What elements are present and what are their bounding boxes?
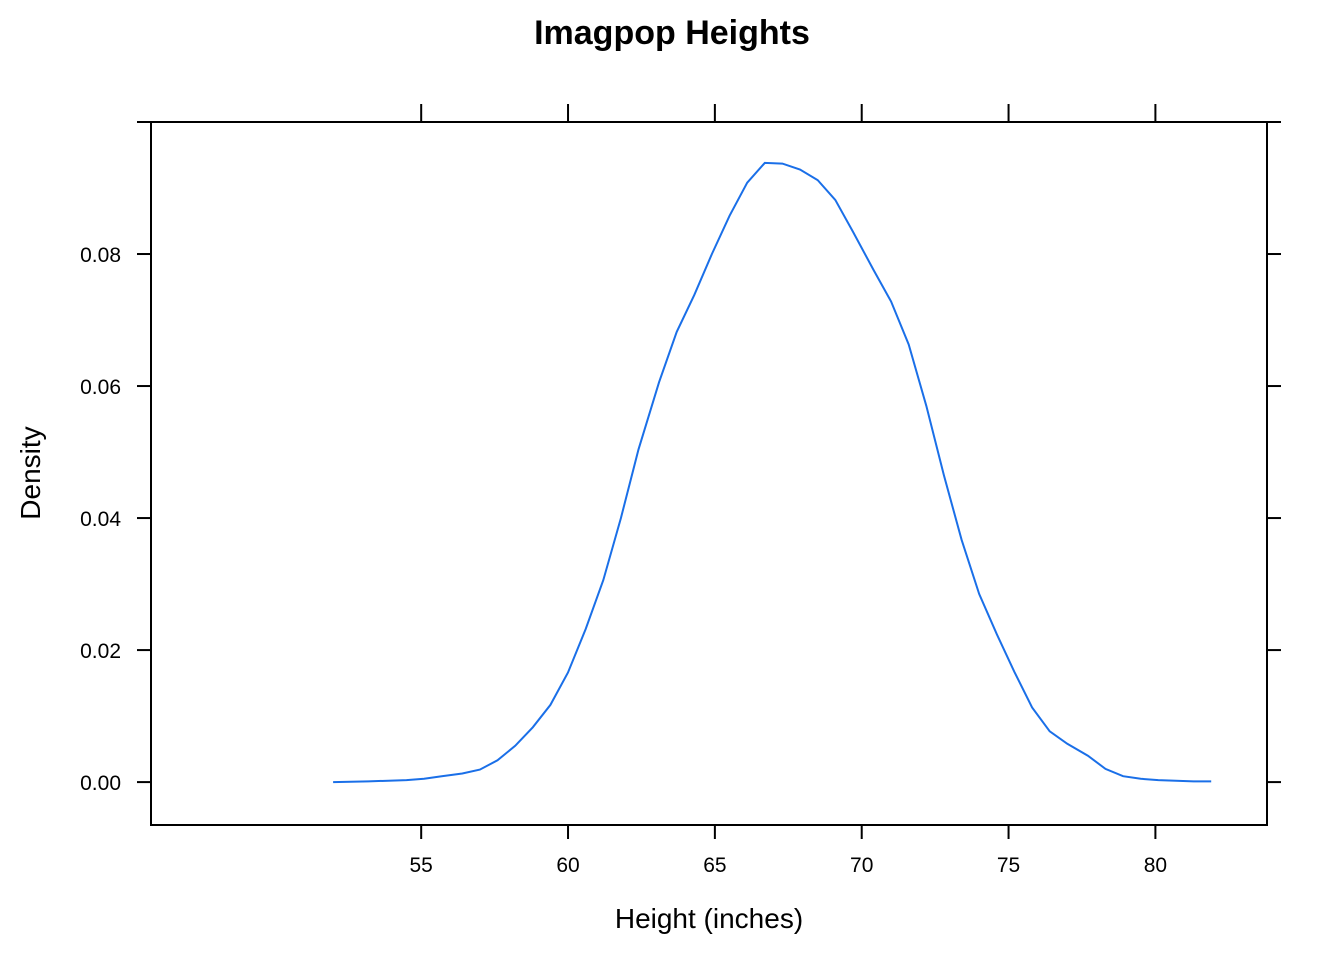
y-axis: 0.00 0.02 0.04 0.06 0.08: [80, 121, 1281, 795]
y-tick-label: 0.06: [80, 376, 121, 399]
y-tick-label: 0.08: [80, 244, 121, 267]
x-tick-label: 75: [997, 854, 1020, 877]
y-tick-label: 0.00: [80, 772, 121, 795]
x-tick-label: 80: [1144, 854, 1167, 877]
x-tick-label: 70: [850, 854, 873, 877]
x-tick-label: 65: [703, 854, 726, 877]
y-tick-label: 0.02: [80, 640, 121, 663]
x-axis: 55 60 65 70 75 80: [410, 104, 1167, 877]
x-axis-label: Height (inches): [615, 903, 803, 934]
x-tick-label: 55: [410, 854, 433, 877]
plot-frame: [150, 121, 1268, 826]
x-tick-label: 60: [556, 854, 579, 877]
y-tick-label: 0.04: [80, 508, 121, 531]
y-axis-label: Density: [15, 426, 46, 519]
chart-title: Imagpop Heights: [534, 14, 810, 52]
density-curve: [333, 161, 1212, 784]
